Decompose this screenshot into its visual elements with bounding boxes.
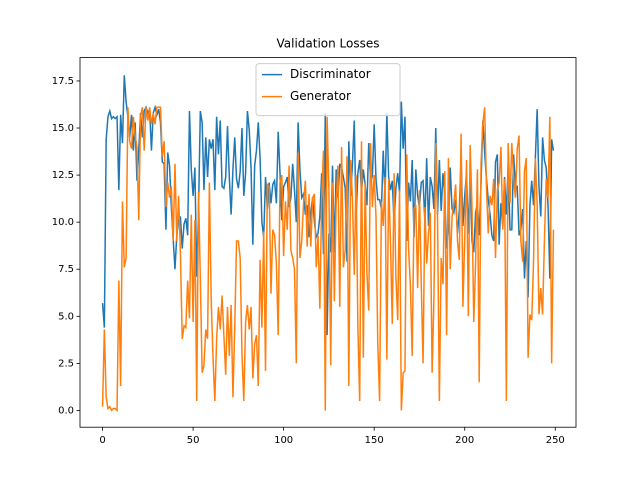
y-tick-label: 5.0 (58, 311, 74, 322)
y-tick-label: 15.0 (52, 123, 74, 134)
legend: Discriminator Generator (255, 63, 401, 117)
legend-label: Generator (290, 89, 351, 103)
x-tick-label: 200 (455, 435, 474, 446)
chart-title: Validation Losses (276, 37, 379, 51)
y-tick-label: 12.5 (52, 170, 74, 181)
x-tick-label: 50 (187, 435, 200, 446)
x-tick-label: 100 (274, 435, 293, 446)
x-tick-label: 150 (365, 435, 384, 446)
x-tick-label: 0 (99, 435, 105, 446)
y-tick-label: 17.5 (52, 76, 74, 87)
y-tick-label: 2.5 (58, 358, 74, 369)
y-tick-label: 7.5 (58, 264, 74, 275)
legend-label: Discriminator (290, 67, 371, 81)
y-tick-label: 10.0 (52, 217, 74, 228)
x-tick-label: 250 (546, 435, 565, 446)
legend-box (255, 63, 401, 117)
y-tick-label: 0.0 (58, 405, 74, 416)
data-line (101, 106, 555, 413)
axes-frame (79, 57, 577, 428)
